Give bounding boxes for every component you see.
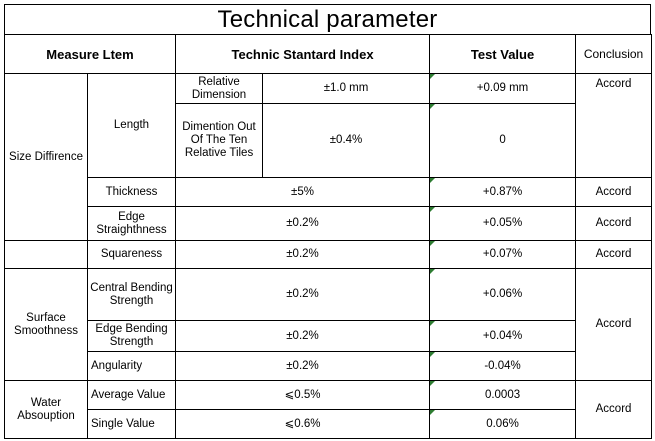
- value-angularity: -0.04%: [429, 351, 577, 381]
- conclusion-surface: Accord: [575, 268, 653, 381]
- value-squareness: +0.07%: [429, 240, 577, 269]
- table-row: Thickness ±5% +0.87% Accord: [5, 177, 653, 207]
- table-row: Surface Smoothness Central Bending Stren…: [4, 268, 653, 381]
- value-relative-dimension: +0.09 mm: [429, 73, 577, 104]
- value-average: 0.0003: [429, 380, 577, 410]
- index-relative-dimension: ±1.0 mm: [262, 73, 431, 104]
- value-single: 0.06%: [429, 409, 577, 439]
- table-row: Single Value ⩽0.6% 0.06%: [5, 409, 652, 439]
- item-thickness: Thickness: [86, 177, 177, 207]
- value-edge-straightness: +0.05%: [429, 206, 577, 241]
- index-angularity: ±0.2%: [175, 351, 431, 381]
- conclusion-length: Accord: [575, 73, 653, 178]
- item-average-value: Average Value: [86, 380, 177, 410]
- parameter-table: Measure Ltem Technic Stantard Index Test…: [3, 34, 653, 439]
- value-edge-bending: +0.04%: [429, 320, 577, 352]
- item-edge-straightness: Edge Straighthness: [86, 206, 177, 241]
- table-row: Angularity ±0.2% -0.04%: [5, 351, 652, 381]
- group-surface-smoothness: Surface Smoothness: [4, 268, 88, 381]
- header-measure-item: Measure Ltem: [3, 34, 177, 74]
- conclusion-squareness: Accord: [575, 240, 653, 269]
- conclusion-thickness: Accord: [575, 177, 653, 207]
- index-thickness: ±5%: [175, 177, 431, 207]
- conclusion-edge-straightness: Accord: [575, 206, 653, 241]
- table-row: Edge Bending Strength ±0.2% +0.04%: [5, 320, 652, 352]
- table-row: Size Diffirence Length Relative Dimensio…: [4, 73, 653, 241]
- header-conclusion: Conclusion: [575, 34, 653, 74]
- item-angularity: Angularity: [86, 351, 177, 381]
- item-central-bending: Central Bending Strength: [86, 268, 177, 321]
- group-water-absorption: Water Absouption: [4, 380, 88, 439]
- table-row: Squareness ±0.2% +0.07% Accord: [4, 240, 653, 269]
- index-average-value: ⩽0.5%: [175, 380, 431, 410]
- item-squareness: Squareness: [86, 240, 177, 269]
- table-row: Edge Straighthness ±0.2% +0.05% Accord: [5, 206, 653, 241]
- item-length: Length: [86, 73, 177, 178]
- header-test-value: Test Value: [429, 34, 577, 74]
- header-row: Measure Ltem Technic Stantard Index Test…: [3, 34, 653, 74]
- index-edge-straightness: ±0.2%: [175, 206, 431, 241]
- group-size-difference: Size Diffirence: [4, 73, 88, 241]
- index-edge-bending: ±0.2%: [175, 320, 431, 352]
- subitem-relative-dimension: Relative Dimension: [175, 73, 264, 104]
- value-thickness: +0.87%: [429, 177, 577, 207]
- value-central-bending: +0.06%: [429, 268, 577, 321]
- index-squareness: ±0.2%: [175, 240, 431, 269]
- item-edge-bending: Edge Bending Strength: [86, 320, 177, 352]
- index-central-bending: ±0.2%: [175, 268, 431, 321]
- subitem-dimension-out: Dimention Out Of The Ten Relative Tiles: [175, 103, 264, 178]
- item-single-value: Single Value: [86, 409, 177, 439]
- value-dimension-out: 0: [429, 103, 577, 178]
- index-dimension-out: ±0.4%: [262, 103, 431, 178]
- header-standard-index: Technic Stantard Index: [175, 34, 431, 74]
- sheet-title: Technical parameter: [4, 4, 651, 34]
- conclusion-water: Accord: [575, 380, 653, 439]
- table-row: Dimention Out Of The Ten Relative Tiles …: [5, 103, 652, 178]
- group-spacer: [4, 240, 88, 269]
- table-row: Water Absouption Average Value ⩽0.5% 0.0…: [4, 380, 653, 439]
- index-single-value: ⩽0.6%: [175, 409, 431, 439]
